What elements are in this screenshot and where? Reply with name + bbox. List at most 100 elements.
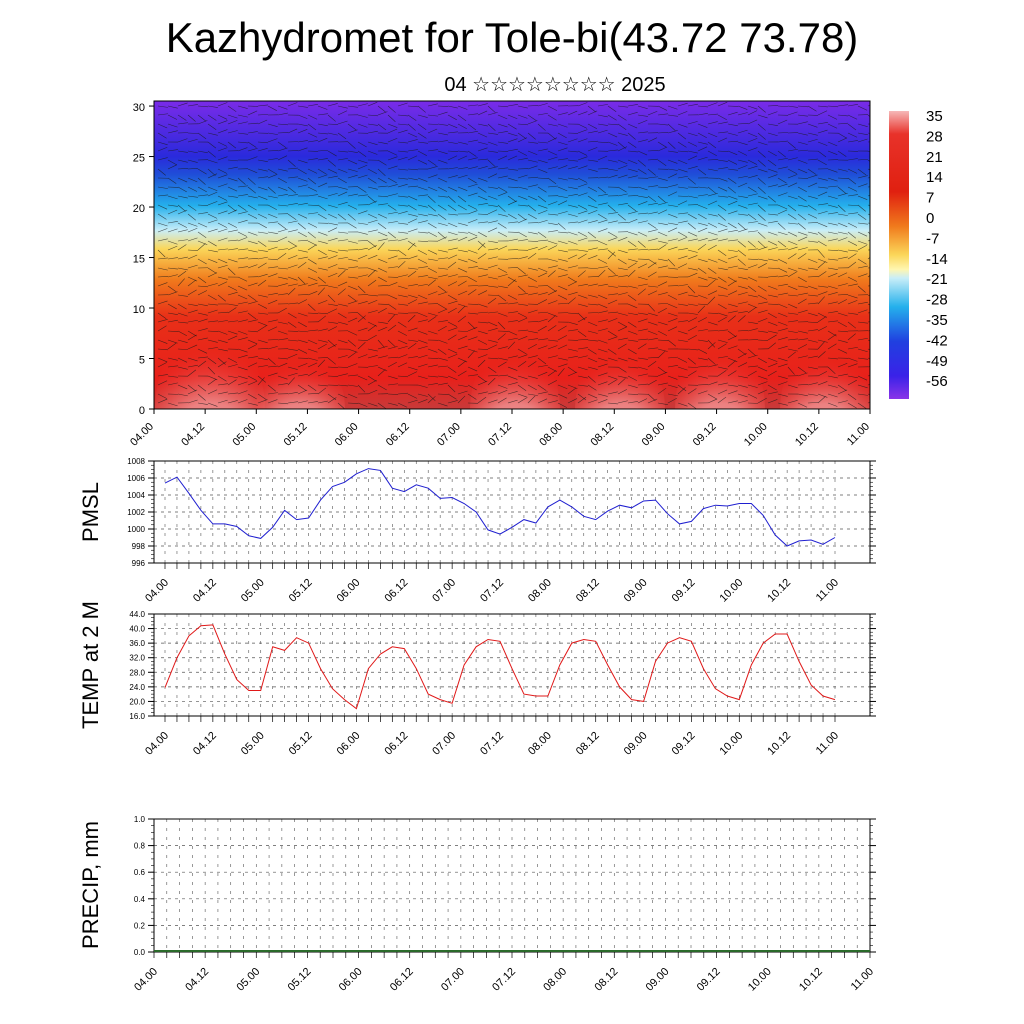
- colorbar-label: 0: [926, 210, 934, 227]
- colorbar-label: -21: [926, 271, 948, 288]
- x-tick-label: 10.00: [717, 730, 745, 758]
- x-tick-label: 11.00: [849, 966, 876, 993]
- chart-subtitle: 04 ☆☆☆☆☆☆☆☆ 2025: [444, 74, 666, 96]
- y-tick-label: 1000: [127, 525, 145, 534]
- y-tick-label: 36.0: [129, 639, 145, 648]
- y-tick-label: 1.0: [134, 815, 146, 824]
- x-tick-label: 04.00: [143, 730, 171, 758]
- x-tick-label: 05.00: [234, 966, 262, 994]
- heatmap-x-tick-label: 10.12: [793, 421, 821, 449]
- heatmap-x-axis: 04.00 04.12 05.00 05.12 06.00 06.12 07.00 07.12…: [128, 409, 872, 449]
- y-tick-label: 24.0: [129, 683, 145, 692]
- x-tick-label: 05.12: [287, 577, 315, 605]
- heatmap-y-tick-label: 0: [139, 405, 145, 417]
- x-tick-label: 08.12: [574, 730, 602, 758]
- heatmap-x-tick-label: 04.12: [179, 421, 207, 449]
- x-tick-label: 04.00: [132, 966, 160, 994]
- heatmap-x-tick-label: 09.12: [691, 421, 719, 449]
- x-tick-label: 10.12: [765, 730, 793, 758]
- x-tick-label: 08.12: [574, 577, 602, 605]
- heatmap-x-tick-label: 07.00: [435, 421, 463, 449]
- chart-title: Kazhydromet for Tole-bi(43.72 73.78): [165, 14, 859, 61]
- y-tick-label: 0.2: [134, 921, 146, 930]
- wind-vectors: [157, 101, 870, 409]
- y-tick-label: 20.0: [129, 697, 145, 706]
- x-tick-label: 09.00: [622, 730, 650, 758]
- precip-panel: 0.0 0.2 0.4 0.6 0.8 1.0 04.00 04.12 05.00 05.12 06…: [78, 815, 876, 994]
- colorbar-scale: [889, 111, 909, 399]
- x-tick-label: 04.00: [143, 577, 171, 605]
- pmsl-axes: 996 998 1000 1002 1004 1006 1008 04.00 04.12 05.0…: [127, 457, 876, 605]
- x-tick-label: 06.00: [335, 577, 363, 605]
- y-tick-label: 44.0: [129, 610, 145, 619]
- x-tick-label: 10.12: [797, 966, 825, 994]
- y-tick-label: 0.4: [134, 895, 146, 904]
- x-tick-label: 09.12: [695, 966, 723, 994]
- heatmap-y-tick-label: 15: [133, 254, 145, 266]
- y-tick-label: 0.6: [134, 868, 146, 877]
- temp-y-axis-label: TEMP at 2 M: [78, 601, 103, 729]
- x-tick-label: 08.00: [526, 577, 554, 605]
- heatmap-y-tick-label: 10: [133, 304, 145, 316]
- x-tick-label: 06.12: [382, 577, 410, 605]
- x-tick-label: 09.12: [670, 730, 698, 758]
- heatmap-x-tick-label: 05.00: [230, 421, 258, 449]
- x-tick-label: 08.00: [526, 730, 554, 758]
- y-tick-label: 0.0: [134, 948, 146, 957]
- heatmap-x-tick-label: 04.00: [128, 421, 156, 449]
- y-tick-label: 16.0: [129, 712, 145, 721]
- pmsl-grid: [154, 460, 870, 564]
- heatmap-x-tick-label: 11.00: [845, 421, 872, 448]
- temp-panel: 16.0 20.0 24.0 28.0 32.0 36.0 40.0 44.0 04.00 04.…: [78, 601, 876, 758]
- heatmap-panel: 0 5 10 15 20 25 30 04.00 04.12 05.00 05.12 06.00 06…: [128, 100, 872, 449]
- x-tick-label: 10.12: [765, 577, 793, 605]
- heatmap-x-tick-label: 09.00: [640, 421, 668, 449]
- x-tick-label: 06.00: [337, 966, 365, 994]
- heatmap-x-tick-label: 08.12: [588, 421, 616, 449]
- y-tick-label: 40.0: [129, 625, 145, 634]
- x-tick-label: 10.00: [717, 577, 745, 605]
- colorbar-labels: 35 28 21 14 7 0 -7 -14 -21 -28 -35 -42 -49 -56: [926, 108, 948, 390]
- y-tick-label: 28.0: [129, 668, 145, 677]
- x-tick-label: 05.12: [287, 730, 315, 758]
- x-tick-label: 09.00: [644, 966, 672, 994]
- colorbar-label: 35: [926, 108, 943, 125]
- warm-cores: [155, 101, 870, 409]
- precip-y-axis-label: PRECIP, mm: [78, 821, 103, 949]
- precip-grid: [153, 818, 871, 953]
- x-tick-label: 07.12: [478, 730, 506, 758]
- x-tick-label: 04.12: [191, 577, 219, 605]
- colorbar-label: 28: [926, 128, 943, 145]
- x-tick-label: 05.12: [286, 966, 314, 994]
- x-tick-label: 07.00: [430, 730, 458, 758]
- x-tick-label: 04.12: [183, 966, 211, 994]
- temp-series-line: [164, 624, 836, 710]
- y-tick-label: 1004: [127, 491, 145, 500]
- x-tick-label: 07.00: [430, 577, 458, 605]
- heatmap-y-tick-label: 20: [133, 203, 145, 215]
- heatmap-x-tick-label: 07.12: [486, 421, 514, 449]
- y-tick-label: 0.8: [134, 842, 146, 851]
- heatmap-x-tick-label: 06.12: [384, 421, 412, 449]
- heatmap-x-tick-label: 10.00: [742, 421, 770, 449]
- x-tick-label: 06.12: [388, 966, 416, 994]
- heatmap-x-tick-label: 08.00: [537, 421, 565, 449]
- colorbar-label: -42: [926, 332, 948, 349]
- x-tick-label: 06.00: [335, 730, 363, 758]
- colorbar-label: 7: [926, 190, 934, 207]
- x-tick-label: 06.12: [382, 730, 410, 758]
- x-tick-label: 07.12: [490, 966, 518, 994]
- heatmap-y-tick-label: 30: [133, 102, 145, 114]
- heatmap-x-tick-label: 05.12: [282, 421, 310, 449]
- heatmap-x-tick-label: 06.00: [333, 421, 361, 449]
- pmsl-series-line: [164, 468, 836, 547]
- y-tick-label: 32.0: [129, 654, 145, 663]
- x-tick-label: 07.12: [478, 577, 506, 605]
- x-tick-label: 08.12: [592, 966, 620, 994]
- x-tick-label: 07.00: [439, 966, 467, 994]
- x-tick-label: 09.12: [670, 577, 698, 605]
- y-tick-label: 1006: [127, 474, 145, 483]
- x-tick-label: 09.00: [622, 577, 650, 605]
- x-tick-label: 08.00: [541, 966, 569, 994]
